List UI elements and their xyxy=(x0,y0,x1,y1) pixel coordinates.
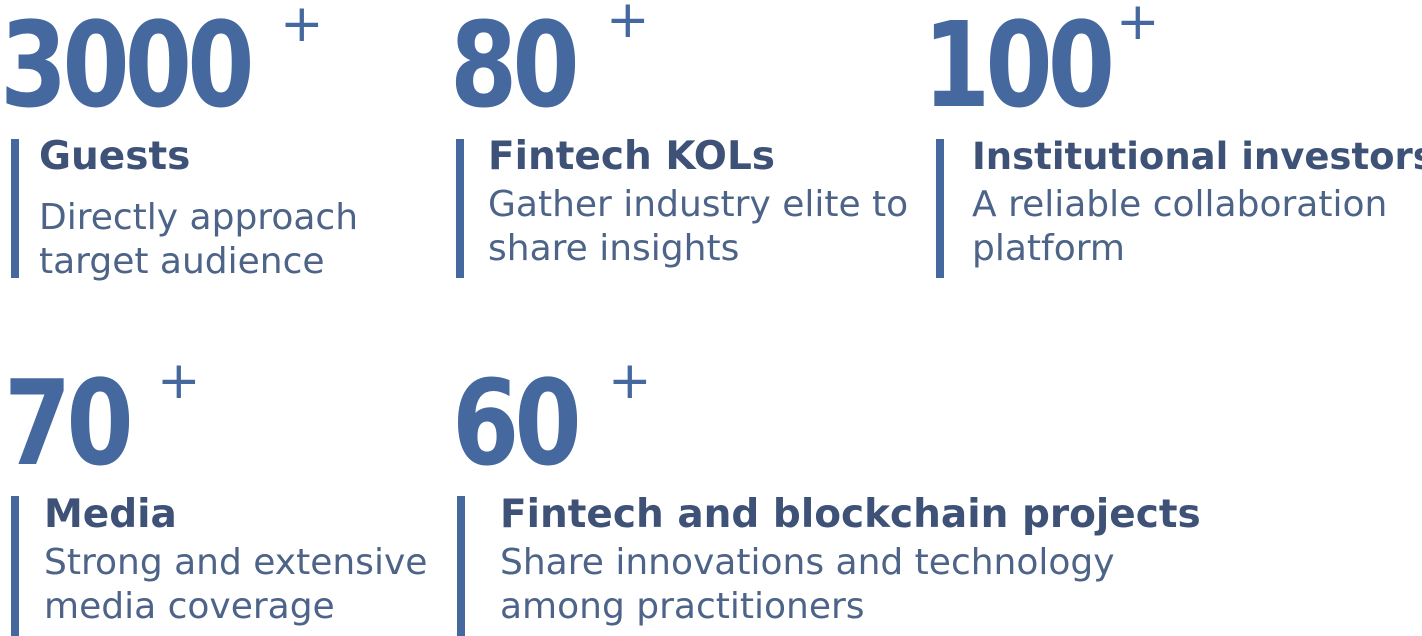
stat-title: Institutional investors xyxy=(972,135,1422,178)
stat-number: 80 xyxy=(450,0,580,134)
stat-guests: 3000 + Guests Directly approach target a… xyxy=(0,0,440,290)
stat-title: Fintech KOLs xyxy=(488,134,776,179)
plus-sign: + xyxy=(1116,0,1160,52)
plus-sign: + xyxy=(280,0,324,54)
accent-bar xyxy=(936,139,944,278)
accent-bar xyxy=(11,139,19,278)
stat-description-line-1: Share innovations and technology xyxy=(500,542,1115,583)
stat-description-line-1: Gather industry elite to xyxy=(488,184,909,225)
stat-number: 70 xyxy=(4,354,134,492)
stat-number: 60 xyxy=(452,354,582,492)
stat-description-line-2: media coverage xyxy=(44,586,335,627)
stat-description-line-2: among practitioners xyxy=(500,586,865,627)
stat-fintech-kols: 80 + Fintech KOLs Gather industry elite … xyxy=(450,0,930,290)
stat-number: 100 xyxy=(923,0,1115,134)
stat-title: Fintech and blockchain projects xyxy=(500,492,1201,537)
stat-description-line-2: platform xyxy=(972,228,1125,269)
accent-bar xyxy=(457,496,465,636)
plus-sign: + xyxy=(157,351,201,411)
stat-description-line-1: Directly approach xyxy=(39,197,359,238)
stat-title: Media xyxy=(44,492,177,537)
accent-bar xyxy=(456,139,464,278)
stat-description-line-1: Strong and extensive xyxy=(44,542,428,583)
stat-title: Guests xyxy=(39,134,191,179)
stat-description-line-2: target audience xyxy=(39,241,325,282)
stat-media: 70 + Media Strong and extensive media co… xyxy=(0,350,450,636)
accent-bar xyxy=(11,496,19,636)
stat-description-line-1: A reliable collaboration xyxy=(972,184,1388,225)
stat-number: 3000 xyxy=(0,0,255,134)
stat-fintech-blockchain-projects: 60 + Fintech and blockchain projects Sha… xyxy=(450,350,1350,636)
plus-sign: + xyxy=(608,351,652,411)
stat-institutional-investors: 100 + Institutional investors A reliable… xyxy=(920,0,1422,290)
stat-description-line-2: share insights xyxy=(488,228,740,269)
plus-sign: + xyxy=(606,0,650,50)
